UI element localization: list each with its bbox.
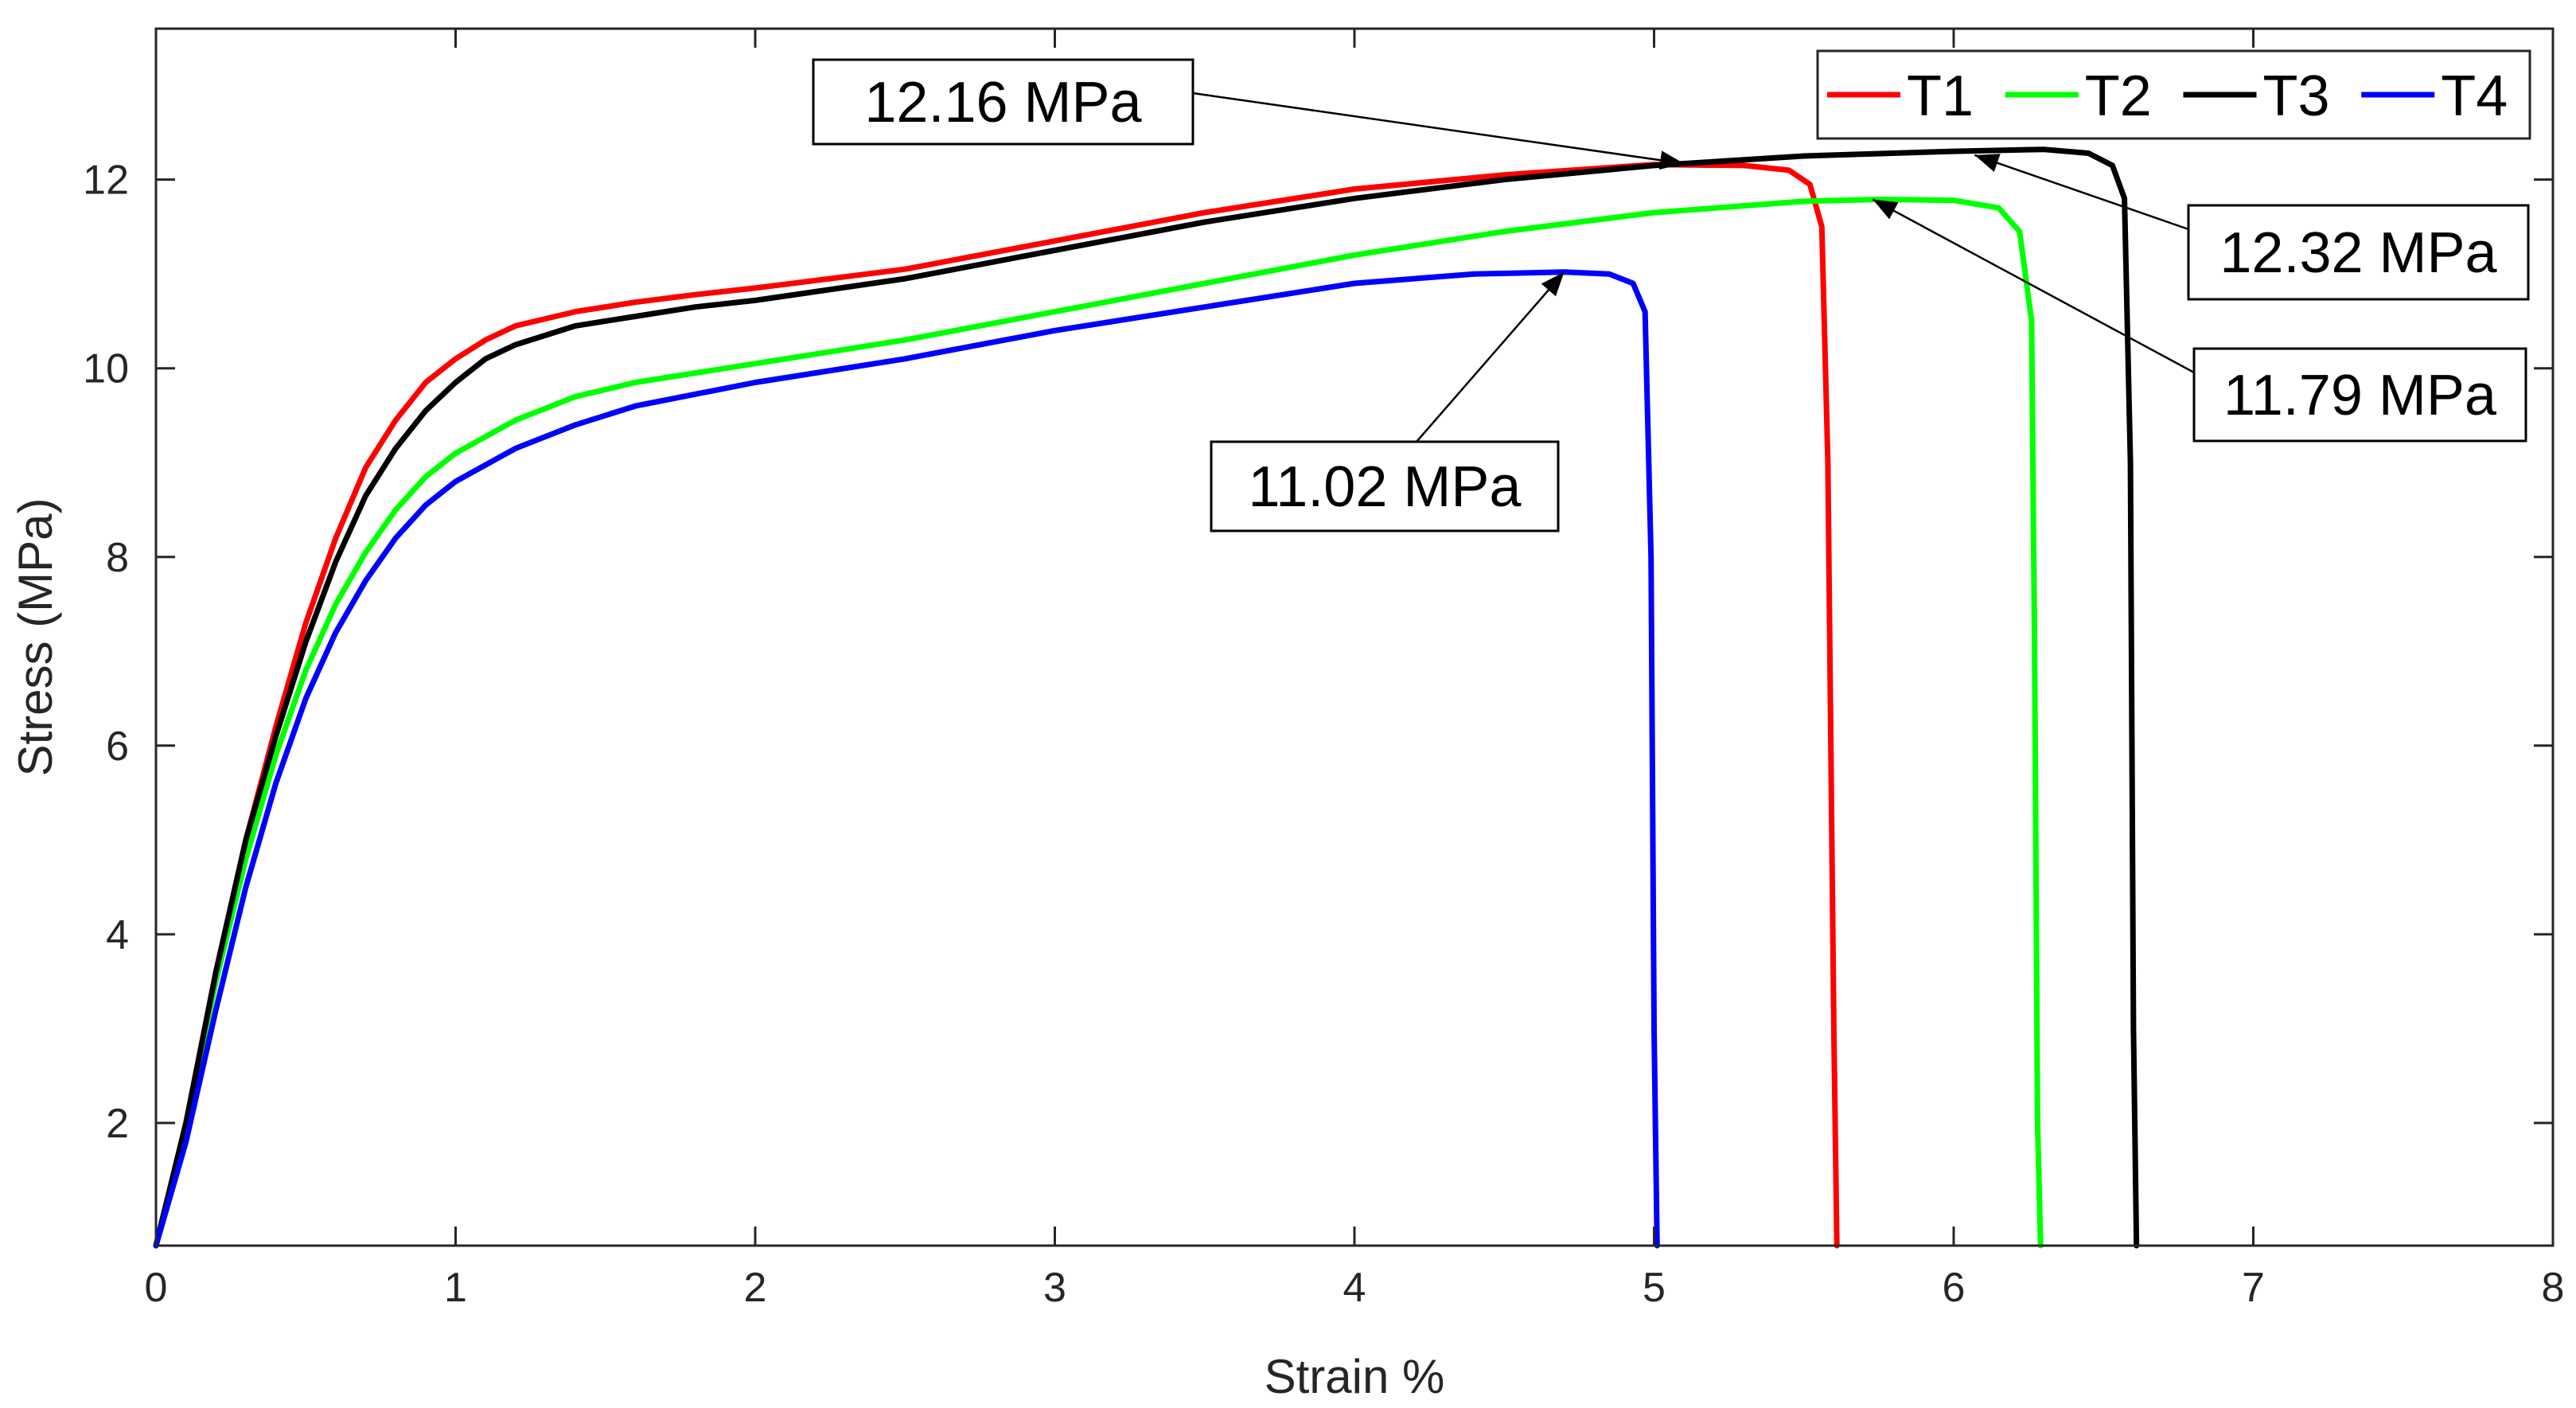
y-tick-label: 2 — [106, 1101, 129, 1147]
legend-label: T2 — [2085, 64, 2152, 128]
annotation-1102: 11.02 MPa — [1210, 271, 1565, 532]
legend-label: T3 — [2263, 64, 2330, 128]
annotation-arrowhead — [1873, 199, 1899, 220]
x-tick-label: 0 — [145, 1265, 168, 1311]
annotation-label: 12.32 MPa — [2219, 221, 2497, 285]
annotation-label: 12.16 MPa — [864, 71, 1142, 135]
x-tick-label: 6 — [1943, 1265, 1966, 1311]
plot-area — [156, 29, 2553, 1246]
series-layer — [153, 146, 2140, 1249]
annotation-1179: 11.79 MPa — [1872, 198, 2527, 443]
x-tick-label: 4 — [1343, 1265, 1366, 1311]
x-tick-label: 2 — [744, 1265, 767, 1311]
legend-label: T1 — [1907, 64, 1974, 128]
y-tick-label: 6 — [106, 724, 129, 770]
annotation-box — [2192, 347, 2527, 443]
annotation-arrowhead — [1658, 150, 1685, 170]
x-tick-label: 8 — [2542, 1265, 2565, 1311]
x-tick-label: 3 — [1043, 1265, 1066, 1311]
annotation-box — [812, 58, 1194, 146]
x-tick-label: 1 — [444, 1265, 467, 1311]
annotation-layer: 12.16 MPa 12.32 MPa 11.79 MPa 11.02 MPa — [812, 58, 2530, 532]
annotation-label: 11.79 MPa — [2223, 364, 2497, 427]
legend-entry-t2: T2 — [2005, 64, 2152, 128]
y-tick-label: 4 — [106, 912, 129, 958]
annotation-box — [1210, 440, 1560, 532]
x-tick-label: 5 — [1643, 1265, 1666, 1311]
legend: T1 T2 T3 T4 — [1816, 49, 2531, 140]
y-tick-label: 12 — [83, 158, 129, 204]
y-axis-title: Stress (MPa) — [9, 497, 62, 776]
legend-entry-t4: T4 — [2361, 64, 2508, 128]
annotation-label: 11.02 MPa — [1249, 455, 1522, 519]
annotation-arrow-line — [1192, 92, 1685, 165]
x-tick-label: 7 — [2242, 1265, 2265, 1311]
annotation-arrow-line — [1416, 271, 1565, 443]
legend-entry-t3: T3 — [2183, 64, 2330, 128]
annotation-arrowhead — [1974, 154, 2001, 172]
annotation-arrowhead — [1541, 271, 1565, 297]
y-tick-label: 8 — [106, 535, 129, 581]
annotation-arrow-line — [1872, 198, 2195, 374]
series-line-t4 — [153, 269, 1660, 1249]
annotation-1216: 12.16 MPa — [812, 58, 1685, 170]
annotation-box — [2187, 204, 2530, 301]
annotation-1232: 12.32 MPa — [1974, 154, 2530, 301]
y-tick-label: 10 — [83, 346, 129, 392]
legend-entry-t1: T1 — [1827, 64, 1974, 128]
annotation-arrow-line — [1974, 154, 2189, 231]
x-axis-title: Strain % — [1265, 1350, 1445, 1403]
legend-label: T4 — [2441, 64, 2508, 128]
series-line-t3 — [153, 146, 2140, 1249]
series-line-t1 — [153, 162, 1840, 1249]
series-line-t2 — [153, 197, 2044, 1249]
